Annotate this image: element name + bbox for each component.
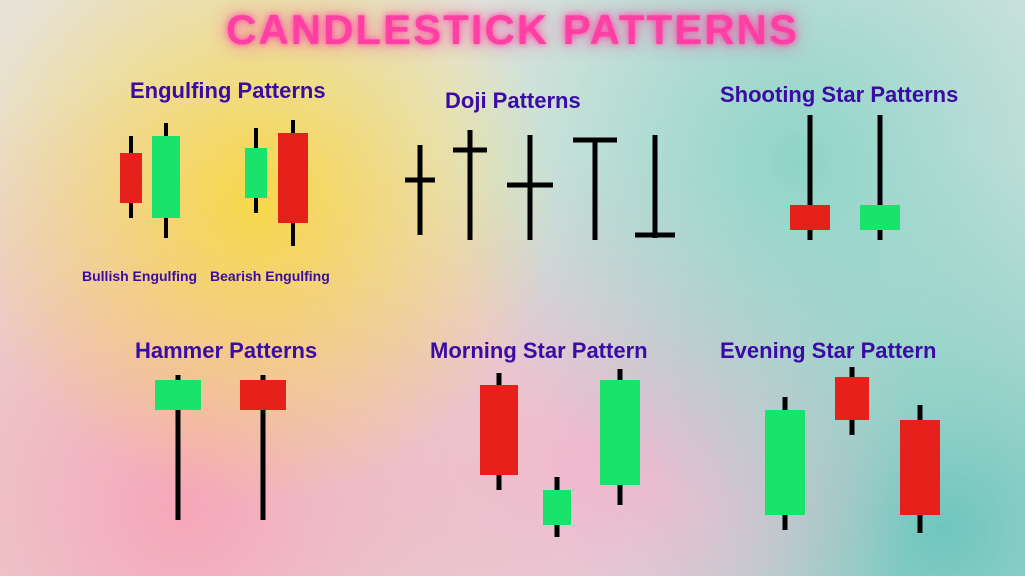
- hammer-title: Hammer Patterns: [135, 338, 317, 364]
- candle-body: [860, 205, 900, 230]
- doji-title: Doji Patterns: [445, 88, 581, 114]
- morning-star-title: Morning Star Pattern: [430, 338, 648, 364]
- evening-star-title: Evening Star Pattern: [720, 338, 936, 364]
- candle-body: [765, 410, 805, 515]
- candle-body: [152, 136, 180, 218]
- candle-body: [543, 490, 571, 525]
- candle-body: [155, 380, 201, 410]
- candle-body: [835, 377, 869, 420]
- shooting-star-panel: [750, 110, 950, 270]
- candle-body: [600, 380, 640, 485]
- engulfing-sublabel: Bearish Engulfing: [210, 268, 330, 284]
- hammer-panel: [110, 370, 330, 540]
- candle-body: [480, 385, 518, 475]
- candle-body: [790, 205, 830, 230]
- candle-body: [245, 148, 267, 198]
- engulfing-sublabel: Bullish Engulfing: [82, 268, 197, 284]
- candle-body: [240, 380, 286, 410]
- page-title: CANDLESTICK PATTERNS: [0, 6, 1025, 54]
- candle-body: [900, 420, 940, 515]
- doji-panel: [400, 120, 690, 270]
- morning-star-panel: [445, 365, 685, 555]
- candle-body: [120, 153, 142, 203]
- engulfing-panel: [90, 118, 370, 268]
- engulfing-title: Engulfing Patterns: [130, 78, 326, 104]
- shooting-star-title: Shooting Star Patterns: [720, 82, 958, 108]
- candle-body: [278, 133, 308, 223]
- evening-star-panel: [730, 365, 970, 555]
